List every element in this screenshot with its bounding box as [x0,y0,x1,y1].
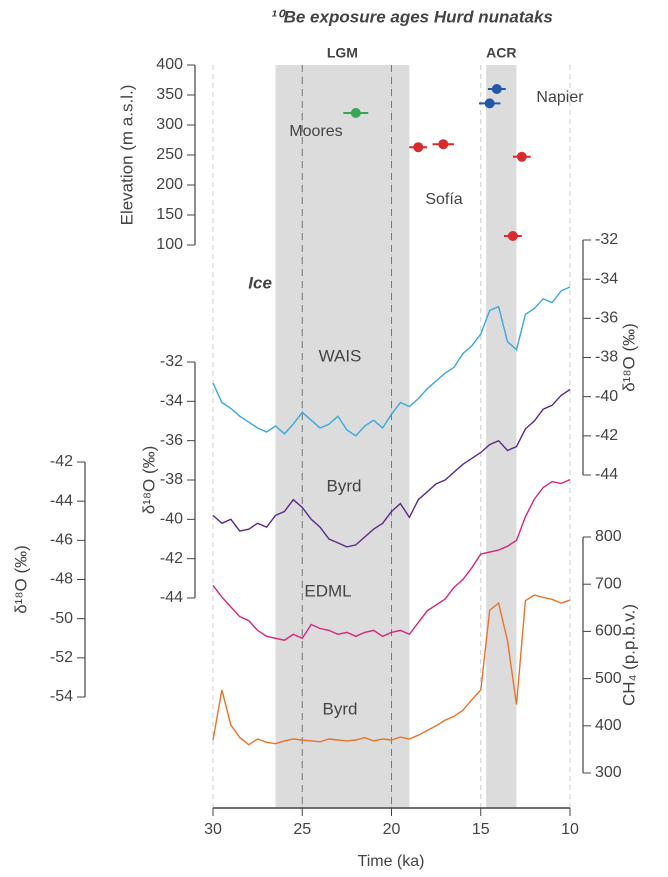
y-axis-label: Elevation (m a.s.l.) [117,85,136,226]
series-label: Napier [536,89,584,106]
x-tick-label: 25 [293,821,311,838]
shaded-band [275,65,410,808]
shaded-band [486,65,517,808]
y-tick-label: 700 [595,575,622,592]
y-tick-label: -36 [595,310,618,327]
y-tick-label: 300 [595,764,622,781]
line [212,478,571,641]
y-tick-label: -40 [595,388,618,405]
x-tick-label: 15 [472,821,490,838]
y-tick-label: 500 [595,670,622,687]
series-label: EDML [304,581,351,600]
y-tick-label: 200 [156,176,183,193]
x-tick-label: 30 [204,821,222,838]
y-tick-label: -42 [50,453,73,470]
y-tick-label: -36 [160,432,183,449]
y-tick-label: 350 [156,86,183,103]
x-axis-label: Time (ka) [358,853,425,870]
x-tick-label: 20 [383,821,401,838]
line [212,594,571,746]
series-label: Sofía [425,191,462,208]
y-tick-label: -42 [160,550,183,567]
series-label: WAIS [319,346,362,365]
y-tick-label: 400 [595,717,622,734]
point [516,151,527,162]
y-tick-label: -34 [595,270,618,287]
y-tick-label: -32 [160,353,183,370]
y-tick-label: -34 [160,393,183,410]
y-axis-label: δ¹⁸O (‰) [139,446,158,515]
point [491,84,502,94]
y-tick-label: -44 [595,466,618,483]
band-label: ACR [486,45,516,61]
series-label: Moores [289,123,342,140]
series-label: Byrd [323,699,358,718]
band-label: LGM [327,45,358,61]
y-tick-label: -54 [50,688,73,705]
y-tick-label: 600 [595,623,622,640]
y-tick-label: 400 [156,56,183,73]
y-tick-label: -32 [595,231,618,248]
y-tick-label: -42 [595,427,618,444]
y-tick-label: -38 [595,349,618,366]
y-tick-label: 300 [156,116,183,133]
y-tick-label: 250 [156,146,183,163]
y-tick-label: 800 [595,528,622,545]
y-tick-label: -52 [50,649,73,666]
point [413,142,424,153]
series-label: Byrd [327,476,362,495]
y-tick-label: -38 [160,471,183,488]
y-tick-label: -48 [50,571,73,588]
y-tick-label: -50 [50,610,73,627]
y-tick-label: 150 [156,206,183,223]
y-tick-label: -44 [50,492,73,509]
y-tick-label: 100 [156,236,183,253]
y-axis-label: CH₄ (p.p.b.v.) [619,604,638,706]
line [212,286,571,437]
point [350,108,361,118]
point [507,231,518,241]
point [484,98,495,109]
y-tick-label: -44 [160,589,183,606]
y-axis-label: δ¹⁸O (‰) [619,323,638,392]
line [212,388,571,548]
y-tick-label: -46 [50,532,73,549]
y-axis-label: δ¹⁸O (‰) [11,545,30,614]
y-tick-label: -40 [160,511,183,528]
chart-title: ¹⁰Be exposure ages Hurd nunataks [271,7,553,26]
x-tick-label: 10 [561,821,579,838]
point [438,139,449,150]
